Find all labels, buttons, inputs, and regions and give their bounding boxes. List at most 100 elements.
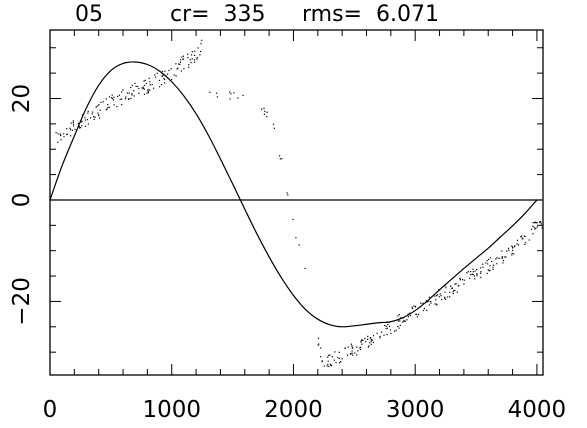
data-point [455,283,457,285]
data-point [372,341,374,344]
data-point [426,301,428,303]
data-point [472,268,474,270]
data-point [370,343,372,345]
data-point [329,363,331,365]
data-point [456,291,458,293]
data-point [86,119,89,121]
data-point [506,250,508,252]
data-point [107,104,109,106]
data-point [371,339,373,341]
data-point [158,79,161,81]
data-point [183,68,185,70]
data-point [480,276,482,279]
data-point [57,141,59,143]
data-point [99,109,101,111]
data-point [105,98,107,100]
data-point [435,299,437,301]
data-point [119,98,121,100]
data-point [449,291,451,293]
data-point [516,239,519,241]
data-point [354,352,356,354]
data-point [528,239,530,241]
data-point [403,319,405,322]
data-point [317,337,319,339]
data-point [320,356,322,358]
data-point [350,353,352,355]
data-point [147,92,149,94]
data-point [347,346,349,348]
data-point [177,67,179,69]
data-point [87,112,89,114]
data-point [367,338,369,340]
data-point [59,133,61,135]
data-point [130,98,132,100]
data-point [194,61,196,63]
data-point [179,63,181,65]
data-point [535,222,537,224]
data-point [496,263,498,265]
x-tick-label: 1000 [142,397,201,423]
data-point [118,94,120,96]
x-tick-label: 4000 [508,397,567,423]
data-point [521,237,523,239]
data-points-layer [55,39,543,368]
data-point [87,123,89,125]
data-point [461,279,464,281]
data-point [485,262,487,264]
data-point [407,313,409,315]
data-point [230,93,232,95]
data-point [189,59,191,61]
data-point [491,260,493,263]
data-point [367,346,369,348]
data-point [153,87,155,89]
data-point [286,192,288,194]
chart-title-rms: rms= 6.071 [302,2,439,27]
data-point [536,222,538,224]
data-point [463,283,465,285]
data-point [333,359,335,361]
data-point [406,319,408,321]
data-point [164,78,166,81]
data-point [149,81,151,83]
y-tick-label: −20 [9,277,35,326]
data-point [128,92,130,94]
data-point [540,223,542,225]
data-point [96,105,98,107]
data-point [516,243,518,245]
data-point [344,347,346,349]
data-point [130,86,132,89]
data-point [144,79,146,81]
data-point [121,98,123,100]
data-point [486,272,488,274]
data-point [138,88,140,90]
data-point [428,300,430,302]
data-point [440,295,442,297]
data-point [78,127,81,129]
axes-layer: 0 1000 2000 3000 4000 −20 0 20 [9,29,567,423]
data-point [81,114,83,116]
data-point [167,73,169,75]
data-point [63,133,65,135]
data-point [407,316,409,318]
data-point [511,254,513,256]
data-point [72,123,74,125]
data-point [434,295,436,297]
data-point [106,108,108,110]
data-point [197,47,199,49]
data-point [487,269,489,271]
data-point [66,133,68,135]
data-point [327,363,329,365]
data-point [379,335,381,337]
data-point [356,346,358,348]
data-point [439,293,441,295]
data-point [168,69,170,72]
data-point [364,338,366,340]
data-point [97,112,99,114]
data-point [447,296,449,298]
data-point [535,227,537,229]
data-point [397,315,399,317]
data-point [403,320,405,322]
data-point [501,256,503,258]
data-point [501,257,503,259]
data-point [328,354,330,357]
